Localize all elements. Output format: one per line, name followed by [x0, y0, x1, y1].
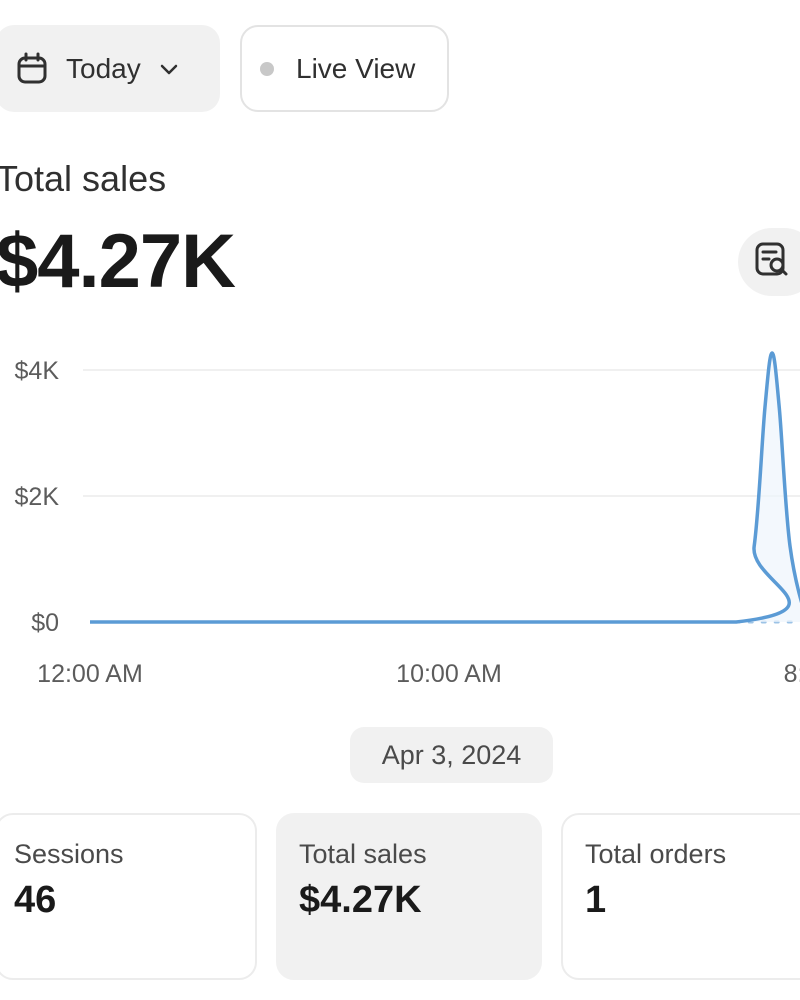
calendar-icon — [14, 51, 50, 87]
card-label: Sessions — [14, 839, 124, 869]
date-range-label: Today — [66, 52, 141, 84]
sales-series-line — [90, 351, 800, 624]
chevron-down-icon — [157, 57, 181, 81]
y-tick-label: $0 — [31, 609, 59, 637]
sales-line-chart: $4K $2K $0 12:00 AM 10:00 AM 8:00 — [15, 351, 800, 688]
period-date-label: Apr 3, 2024 — [350, 727, 553, 783]
total-sales-card[interactable]: Total sales $4.27K — [276, 813, 542, 980]
card-label: Total sales — [299, 839, 427, 869]
y-tick-label: $4K — [15, 357, 60, 385]
metric-title: Total sales — [0, 158, 167, 199]
card-label: Total orders — [585, 839, 727, 869]
y-tick-label: $2K — [15, 483, 60, 511]
explore-report-button[interactable] — [738, 228, 800, 296]
total-orders-card[interactable]: Total orders 1 — [561, 813, 800, 980]
card-value: 46 — [14, 879, 57, 921]
date-range-button[interactable]: Today — [0, 25, 220, 112]
report-search-icon — [752, 240, 792, 285]
live-view-label: Live View — [296, 52, 416, 84]
status-dot-icon — [260, 61, 274, 76]
x-tick-label: 8:00 — [784, 660, 800, 688]
metric-value: $4.27K — [0, 219, 236, 304]
card-value: $4.27K — [299, 879, 422, 921]
x-tick-label: 10:00 AM — [396, 660, 502, 688]
live-view-button[interactable]: Live View — [240, 25, 449, 112]
series-area — [90, 352, 800, 622]
card-value: 1 — [585, 879, 607, 921]
x-tick-label: 12:00 AM — [37, 660, 143, 688]
sessions-card[interactable]: Sessions 46 — [0, 813, 257, 980]
